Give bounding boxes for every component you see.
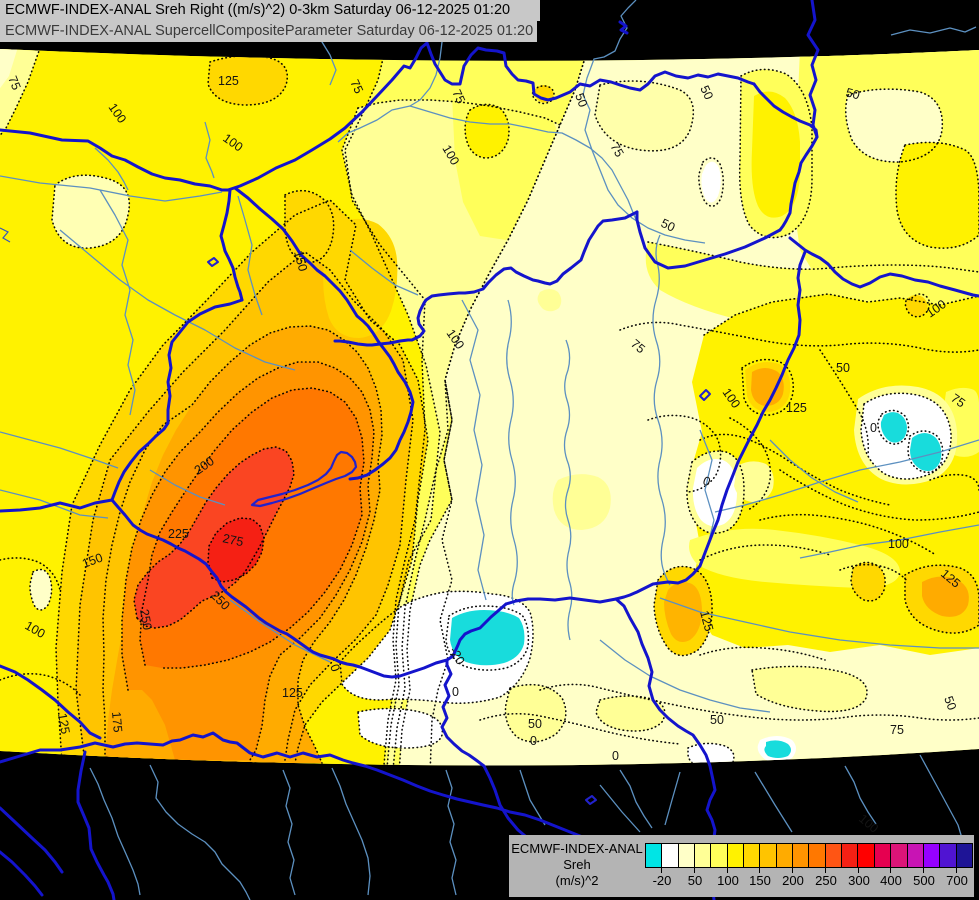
svg-text:175: 175 xyxy=(109,711,125,733)
svg-text:0: 0 xyxy=(452,685,459,699)
svg-text:50: 50 xyxy=(659,216,678,235)
svg-text:150: 150 xyxy=(80,551,104,571)
svg-text:150: 150 xyxy=(291,249,310,273)
svg-text:75: 75 xyxy=(948,391,967,410)
svg-text:225: 225 xyxy=(168,527,189,541)
svg-text:75: 75 xyxy=(5,74,23,92)
svg-text:50: 50 xyxy=(836,361,850,375)
svg-text:75: 75 xyxy=(607,141,626,160)
svg-text:50: 50 xyxy=(572,91,590,109)
svg-text:50: 50 xyxy=(844,85,861,102)
svg-text:125: 125 xyxy=(218,74,239,88)
svg-text:50: 50 xyxy=(528,717,542,731)
svg-text:125: 125 xyxy=(697,609,716,633)
svg-text:100: 100 xyxy=(888,537,909,551)
svg-text:125: 125 xyxy=(282,686,303,700)
svg-text:275: 275 xyxy=(221,531,244,549)
svg-text:0: 0 xyxy=(612,749,619,763)
svg-text:75: 75 xyxy=(449,87,468,106)
svg-text:50: 50 xyxy=(941,694,959,712)
svg-text:250: 250 xyxy=(137,608,154,631)
svg-text:75: 75 xyxy=(890,723,904,737)
svg-text:125: 125 xyxy=(55,712,72,735)
svg-text:0: 0 xyxy=(327,662,343,673)
svg-text:0: 0 xyxy=(701,474,712,490)
svg-text:125: 125 xyxy=(786,401,807,415)
svg-text:50: 50 xyxy=(710,713,724,727)
svg-text:75: 75 xyxy=(347,77,366,96)
svg-text:0: 0 xyxy=(530,734,537,748)
svg-text:50: 50 xyxy=(697,83,716,102)
svg-text:0: 0 xyxy=(870,421,877,435)
